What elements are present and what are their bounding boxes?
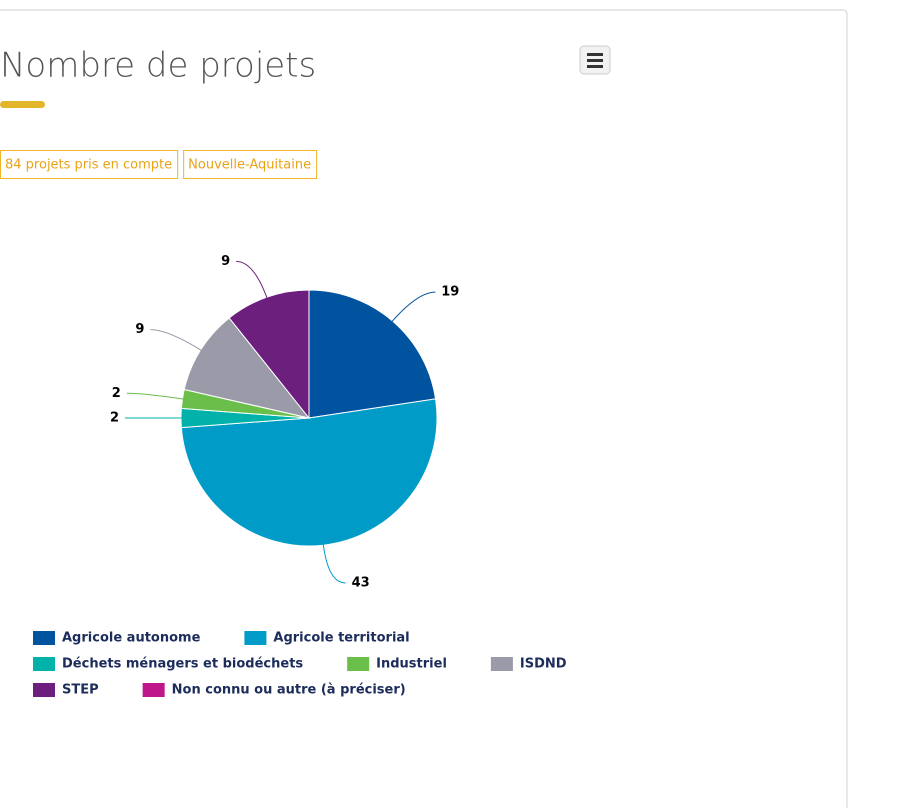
data-label: 43 xyxy=(352,575,370,590)
legend-swatch xyxy=(33,683,55,697)
chart-title: Nombre de projets xyxy=(0,46,316,86)
menu-button[interactable] xyxy=(579,45,611,75)
badge-text: 84 projets pris en compte xyxy=(5,158,172,173)
legend-swatch xyxy=(347,657,370,671)
label-connector xyxy=(236,260,269,302)
data-label: 19 xyxy=(441,285,459,300)
legend-swatch xyxy=(33,631,55,645)
label-connector xyxy=(322,541,346,584)
legend-swatch xyxy=(33,657,55,671)
badge-border xyxy=(0,150,179,179)
pie: 19 43 2 2 9 9 xyxy=(110,254,459,591)
label-connector xyxy=(150,329,205,353)
legend: Agricole autonome Agricole territorial Déc… xyxy=(33,631,567,698)
title-underline xyxy=(0,101,45,108)
badge-text: Nouvelle-Aquitaine xyxy=(188,158,311,173)
legend-swatch xyxy=(244,631,267,645)
data-label: 9 xyxy=(221,254,230,269)
menu-line xyxy=(587,53,603,56)
legend-label: Industriel xyxy=(376,657,447,672)
label-connector xyxy=(126,392,187,401)
badge-border xyxy=(183,150,318,179)
label-connector xyxy=(389,291,436,325)
legend-label: Non connu ou autre (à préciser) xyxy=(172,683,406,698)
badges: 84 projets pris en compte Nouvelle-Aquita… xyxy=(0,150,318,179)
menu-line xyxy=(587,59,603,62)
data-label: 2 xyxy=(110,411,119,426)
legend-label: ISDND xyxy=(520,657,567,672)
legend-label: Agricole autonome xyxy=(62,631,201,646)
legend-label: STEP xyxy=(62,683,99,698)
legend-label: Agricole territorial xyxy=(273,631,409,646)
legend-label: Déchets ménagers et biodéchets xyxy=(62,657,303,672)
menu-line xyxy=(587,65,603,68)
legend-swatch xyxy=(490,657,513,671)
data-label: 9 xyxy=(135,322,144,337)
legend-swatch xyxy=(142,683,165,697)
data-label: 2 xyxy=(112,386,121,401)
